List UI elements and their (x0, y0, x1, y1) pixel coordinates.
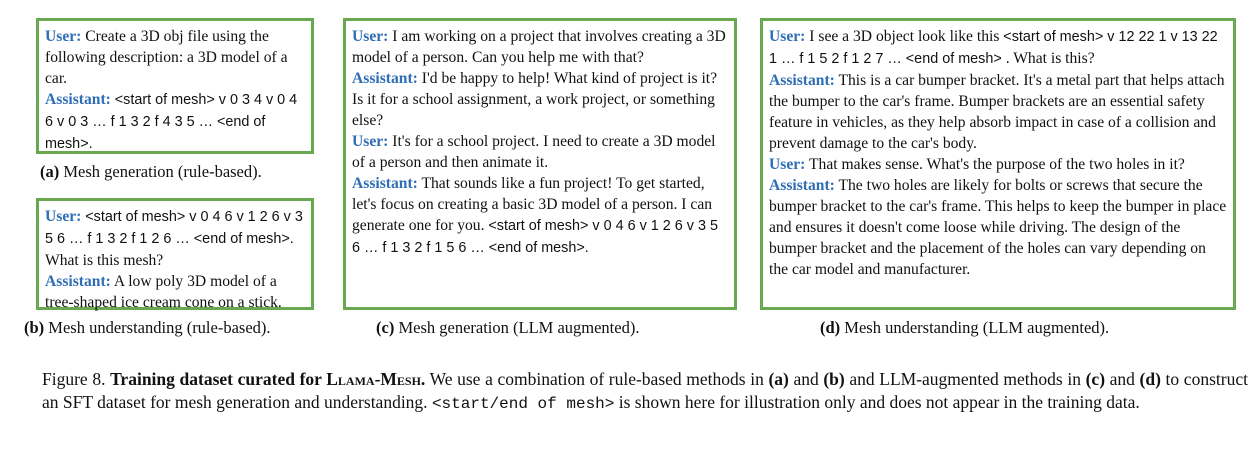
assistant-label: Assistant: (45, 273, 111, 290)
user-text: It's for a school project. I need to cre… (352, 133, 716, 171)
panel-a-box: User: Create a 3D obj file using the fol… (36, 18, 314, 154)
figure-title-text: Training dataset curated for (110, 369, 327, 389)
user-label: User: (769, 156, 806, 173)
user-text-end: . What is this? (1001, 50, 1095, 67)
user-label: User: (352, 28, 389, 45)
assistant-label: Assistant: (352, 175, 418, 192)
assistant-text: I'd be happy to help! What kind of proje… (352, 70, 718, 129)
mesh-tokens: <start of mesh> v 12 22 1 v 13 22 1 … f … (769, 29, 1218, 67)
panel-a-caption-text: Mesh generation (rule-based). (63, 162, 262, 181)
figure-number: Figure 8. (42, 369, 111, 389)
user-label: User: (45, 208, 82, 225)
user-label: User: (45, 28, 82, 45)
caption-body: to construct an SFT dataset for mesh gen… (42, 369, 1248, 412)
caption-body: We use a combination of rule-based metho… (425, 369, 769, 389)
ref-a: (a) (768, 369, 789, 389)
assistant-text: The two holes are likely for bolts or sc… (769, 177, 1227, 278)
panel-b-caption-text: Mesh understanding (rule-based). (48, 318, 271, 337)
figure-title: Training dataset curated for Llama-Mesh. (110, 369, 425, 389)
panel-c-label: (c) (376, 318, 395, 337)
panel-c-box: User: I am working on a project that inv… (343, 18, 737, 310)
caption-and: and (788, 369, 824, 389)
mesh-tokens: <start of mesh> v 0 4 6 v 1 2 6 v 3 5 6 … (352, 218, 718, 256)
panel-b-label: (b) (24, 318, 45, 337)
user-text: That makes sense. What's the purpose of … (809, 156, 1185, 173)
assistant-label: Assistant: (769, 72, 835, 89)
figure-caption: Figure 8. Training dataset curated for L… (42, 368, 1248, 416)
panel-d-label: (d) (820, 318, 841, 337)
ref-b: (b) (823, 369, 845, 389)
assistant-label: Assistant: (769, 177, 835, 194)
panel-a-label: (a) (40, 162, 60, 181)
user-text: What is this mesh? (45, 252, 164, 269)
panel-d-caption-text: Mesh understanding (LLM augmented). (844, 318, 1110, 337)
assistant-text: That sounds like a fun project! To get s… (352, 175, 713, 234)
assistant-label: Assistant: (352, 70, 418, 87)
mesh-tokens: <start of mesh> v 0 3 4 v 0 4 6 v 0 3 … … (45, 92, 298, 152)
ref-d: (d) (1139, 369, 1161, 389)
assistant-label: Assistant: (45, 91, 111, 108)
panel-a-caption: (a) Mesh generation (rule-based). (40, 162, 262, 182)
panel-b-caption: (b) Mesh understanding (rule-based). (24, 318, 271, 338)
mesh-tokens: <start of mesh> v 0 4 6 v 1 2 6 v 3 5 6 … (45, 209, 303, 247)
panel-c-caption-text: Mesh generation (LLM augmented). (398, 318, 640, 337)
panel-c-caption: (c) Mesh generation (LLM augmented). (376, 318, 639, 338)
user-text: I see a 3D object look like this (809, 28, 1004, 45)
ref-c: (c) (1085, 369, 1106, 389)
panel-d-box: User: I see a 3D object look like this <… (760, 18, 1236, 310)
assistant-text: A low poly 3D model of a tree-shaped ice… (45, 273, 282, 311)
caption-body: and LLM-augmented methods in (844, 369, 1086, 389)
user-text: Create a 3D obj file using the following… (45, 28, 288, 87)
user-text: I am working on a project that involves … (352, 28, 726, 66)
user-label: User: (352, 133, 389, 150)
user-label: User: (769, 28, 806, 45)
mesh-tag: <start/end of mesh> (431, 395, 615, 413)
panel-b-box: User: <start of mesh> v 0 4 6 v 1 2 6 v … (36, 198, 314, 311)
model-name: Llama-Mesh. (326, 369, 426, 389)
panel-d-caption: (d) Mesh understanding (LLM augmented). (820, 318, 1109, 338)
caption-body: is shown here for illustration only and … (614, 392, 1140, 412)
assistant-text: This is a car bumper bracket. It's a met… (769, 72, 1225, 152)
caption-and: and (1105, 369, 1140, 389)
